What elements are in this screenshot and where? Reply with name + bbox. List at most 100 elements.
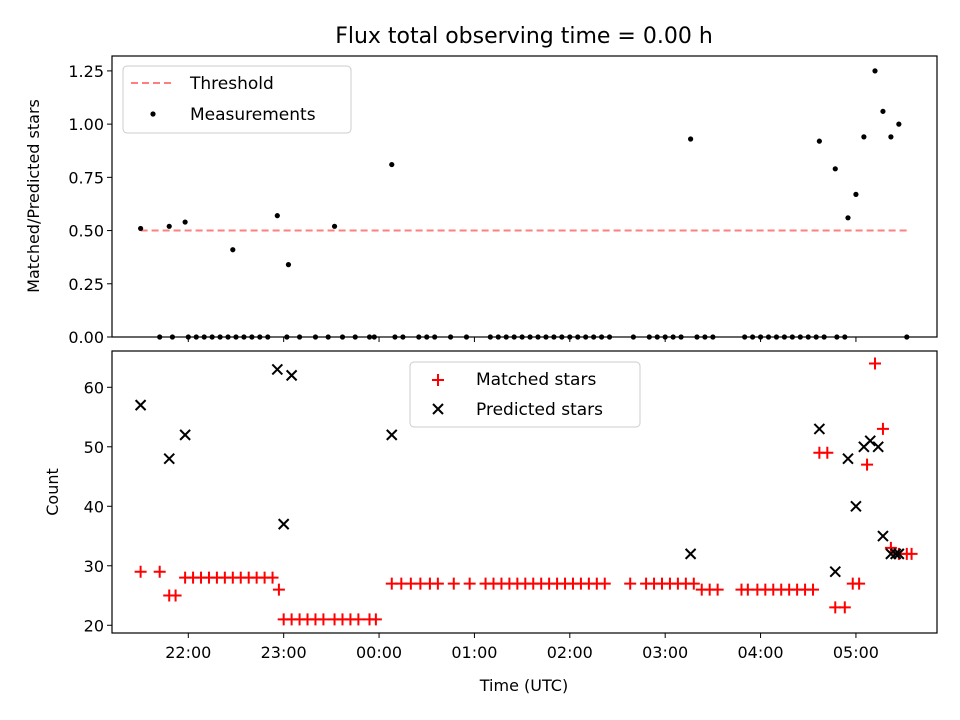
measurement-point <box>880 108 886 114</box>
measurement-point <box>182 219 188 225</box>
matched-star-point <box>317 613 330 626</box>
matched-star-point <box>153 565 166 578</box>
top-legend: Threshold Measurements <box>122 65 352 134</box>
matched-star-point <box>134 565 147 578</box>
legend-matched-marker <box>432 374 444 386</box>
matched-star-point <box>711 583 724 596</box>
matched-star-point <box>884 541 897 554</box>
x-tick-label: 04:00 <box>738 643 784 662</box>
predicted-star-point <box>842 452 854 465</box>
measurement-point <box>138 225 144 232</box>
predicted-star-point <box>163 452 175 465</box>
bottom-y-tick-label: 40 <box>84 497 104 516</box>
predicted-star-point <box>684 548 697 560</box>
chart-title: Flux total observing time = 0.00 h <box>335 24 713 49</box>
top-y-ticks: 0.00 0.25 0.50 0.75 1.00 1.25 <box>68 62 112 347</box>
measurement-point <box>285 262 292 268</box>
measurement-point <box>853 191 859 197</box>
x-tick-label: 02:00 <box>547 643 593 662</box>
predicted-star-point <box>864 435 876 447</box>
legend-threshold-label: Threshold <box>189 74 274 94</box>
legend-measurements-label: Measurements <box>190 105 316 125</box>
predicted-star-point <box>813 423 826 435</box>
measurement-point <box>888 134 894 140</box>
legend-predicted-marker <box>432 403 444 415</box>
predicted-star-point <box>850 500 862 512</box>
matched-star-point <box>807 583 820 596</box>
matched-star-point <box>869 357 882 370</box>
bottom-legend: Matched stars Predicted stars <box>409 361 641 428</box>
measurement-point <box>872 68 878 74</box>
predicted-star-point <box>889 548 902 560</box>
matched-star-point <box>905 547 918 560</box>
legend-predicted-label: Predicted stars <box>476 400 603 420</box>
predicted-star-point <box>877 530 889 542</box>
predicted-star-point <box>277 518 290 530</box>
top-panel: Flux total observing time = 0.00 h Match… <box>24 24 938 347</box>
x-tick-label: 05:00 <box>833 643 879 662</box>
top-y-tick-label: 0.25 <box>68 275 104 294</box>
measurement-point <box>816 138 822 144</box>
bottom-y-tick-label: 30 <box>84 557 104 576</box>
predicted-star-point <box>893 548 905 560</box>
x-tick-label: 03:00 <box>642 643 688 662</box>
matched-star-point <box>853 577 866 590</box>
bottom-y-ticks: 20 30 40 50 60 <box>84 378 112 635</box>
measurement-point <box>166 223 172 229</box>
predicted-star-point <box>285 369 298 382</box>
predicted-star-point <box>386 429 398 441</box>
bottom-legend-box <box>409 361 641 428</box>
matched-star-point <box>352 613 365 626</box>
measurement-point <box>896 121 902 127</box>
bottom-plot-area <box>134 357 918 626</box>
matched-star-point <box>598 577 611 590</box>
measurement-point <box>331 223 338 229</box>
measurement-point <box>688 136 694 142</box>
top-axes-frame <box>111 55 938 338</box>
matched-star-point <box>369 613 382 626</box>
predicted-star-point <box>271 363 284 376</box>
matched-star-point <box>266 571 279 584</box>
legend-matched-label: Matched stars <box>476 370 596 390</box>
bottom-y-tick-label: 50 <box>84 438 104 457</box>
measurement-point <box>389 161 395 168</box>
measurement-point <box>861 134 867 140</box>
predicted-star-point <box>872 441 884 453</box>
bottom-y-tick-label: 60 <box>84 378 104 397</box>
bottom-y-axis-label: Count <box>43 468 62 516</box>
top-y-tick-label: 1.00 <box>68 115 104 134</box>
bottom-x-axis-label: Time (UTC) <box>479 676 568 695</box>
predicted-star-point <box>829 566 841 578</box>
top-y-tick-label: 0.50 <box>68 222 104 241</box>
matched-star-point <box>821 446 834 459</box>
top-plot-area <box>138 68 910 340</box>
x-tick-label: 23:00 <box>261 643 307 662</box>
bottom-x-ticks: 22:00 23:00 00:00 01:00 02:00 03:00 04:00 05:00 <box>165 337 879 662</box>
matched-star-point <box>169 589 182 602</box>
matched-star-point <box>624 577 637 590</box>
bottom-y-tick-label: 20 <box>84 616 104 635</box>
matched-star-point <box>463 577 476 590</box>
matched-star-point <box>838 601 851 614</box>
top-y-tick-label: 0.00 <box>68 328 104 347</box>
x-tick-label: 22:00 <box>165 643 211 662</box>
x-tick-label: 01:00 <box>451 643 497 662</box>
legend-measurements-marker <box>150 111 156 117</box>
predicted-star-point <box>179 429 191 441</box>
top-y-tick-label: 0.75 <box>68 168 104 187</box>
bottom-axes-frame <box>111 350 938 634</box>
measurement-point <box>274 213 280 219</box>
bottom-panel: Count Time (UTC) 20 30 40 50 60 22:00 23:00 00… <box>43 337 938 695</box>
matched-star-point <box>431 577 444 590</box>
matched-star-point <box>876 422 889 435</box>
top-y-axis-label: Matched/Predicted stars <box>24 99 43 293</box>
measurement-point <box>845 215 851 221</box>
matched-star-point <box>687 577 700 590</box>
measurement-point <box>230 247 236 253</box>
top-legend-box <box>122 65 352 134</box>
measurement-point <box>832 166 838 172</box>
matched-star-point <box>861 458 874 471</box>
matched-star-point <box>272 583 285 596</box>
predicted-star-point <box>134 399 147 411</box>
